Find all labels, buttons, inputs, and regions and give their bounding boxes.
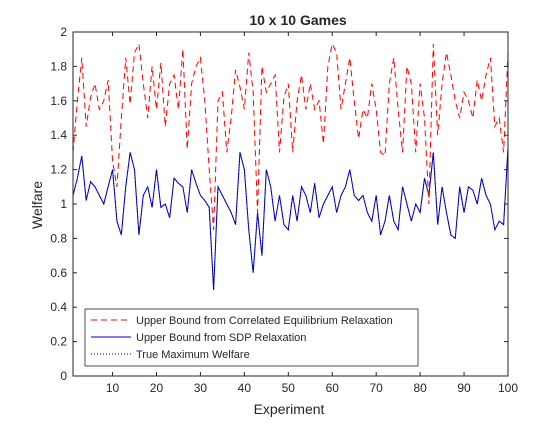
x-tick-label: 40 [238,381,252,395]
x-tick-label: 20 [150,381,164,395]
x-tick-label: 30 [194,381,208,395]
x-tick-label: 70 [370,381,384,395]
y-tick-label: 1.8 [50,59,67,73]
series-line-2 [72,147,509,291]
y-tick-label: 0.6 [50,266,67,280]
legend-label-2: Upper Bound from SDP Relaxation [136,332,306,344]
y-tick-label: 1.2 [50,163,67,177]
chart-title: 10 x 10 Games [249,12,347,28]
y-axis-label: Welfare [29,181,45,229]
series-layer [72,42,509,291]
y-tick-label: 1.4 [50,128,67,142]
legend-box [84,308,419,367]
y-tick-label: 0.2 [50,335,67,349]
legend: Upper Bound from Correlated Equilibrium … [84,308,419,367]
y-tick-label: 0.8 [50,231,67,245]
legend-entries: Upper Bound from Correlated Equilibrium … [91,315,393,361]
x-tick-label: 10 [106,381,120,395]
x-tick-label: 60 [326,381,340,395]
x-tick-label: 80 [413,381,427,395]
series-line-1 [72,42,509,230]
y-tick-label: 0 [60,369,67,383]
y-tick-label: 2 [60,25,67,39]
y-tick-label: 1.6 [50,94,67,108]
x-tick-label: 90 [457,381,471,395]
legend-label-1: Upper Bound from Correlated Equilibrium … [136,315,393,327]
tick-layer: 10 20 30 40 50 60 70 80 90 100 0 0.2 0.4 0.6 0.8 1 1.2 1.… [50,25,518,395]
x-tick-label: 50 [282,381,296,395]
y-tick-label: 1 [60,197,67,211]
y-tick-label: 0.4 [50,300,67,314]
x-axis-label: Experiment [254,401,325,417]
legend-label-3: True Maximum Welfare [136,349,250,361]
x-tick-label: 100 [498,381,518,395]
